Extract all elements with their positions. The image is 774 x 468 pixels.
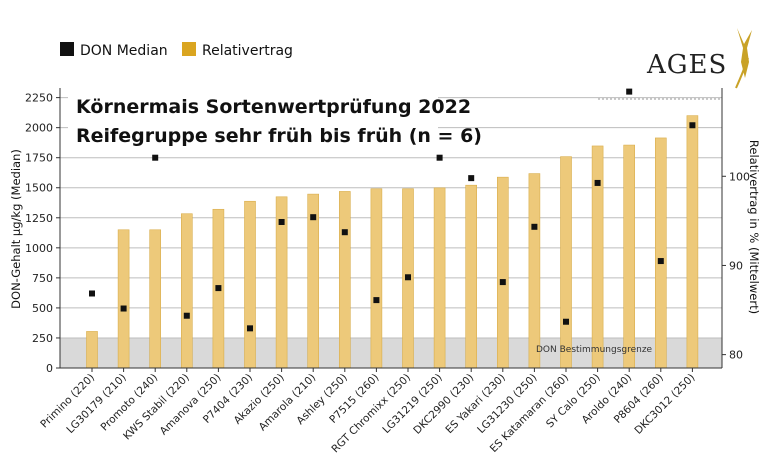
right-tick-label: 80 bbox=[729, 349, 743, 362]
median-marker bbox=[499, 279, 506, 286]
left-tick-label: 250 bbox=[32, 332, 53, 345]
yield-bar bbox=[686, 115, 699, 369]
yield-bar bbox=[528, 173, 541, 369]
left-tick-label: 500 bbox=[32, 302, 53, 315]
median-marker bbox=[341, 229, 348, 236]
category-label: Amarola (210) bbox=[257, 372, 319, 434]
threshold-band bbox=[60, 337, 722, 368]
left-tick-label: 2250 bbox=[25, 92, 53, 105]
yield-bar bbox=[307, 193, 320, 369]
yield-bar bbox=[149, 229, 161, 369]
yield-bar bbox=[623, 144, 636, 369]
median-markers bbox=[89, 88, 696, 332]
y2-axis-label: Relativertrag in % (Mittelwert) bbox=[747, 140, 761, 314]
legend-median-label: DON Median bbox=[80, 43, 168, 59]
median-marker bbox=[120, 305, 127, 312]
yield-bar bbox=[496, 176, 509, 369]
yield-bar bbox=[370, 188, 383, 369]
category-label: Promoto (240) bbox=[98, 372, 160, 434]
median-marker bbox=[278, 218, 285, 225]
yield-bar bbox=[654, 137, 667, 369]
legend-yield-label: Relativertrag bbox=[202, 43, 293, 59]
left-tick-label: 1750 bbox=[25, 152, 53, 165]
median-marker bbox=[373, 297, 380, 304]
median-marker bbox=[183, 312, 190, 319]
left-tick-label: 750 bbox=[32, 272, 53, 285]
legend-median-swatch bbox=[60, 42, 74, 56]
right-tick-label: 100 bbox=[729, 170, 750, 183]
left-tick-label: 0 bbox=[46, 362, 53, 375]
yield-bar bbox=[181, 213, 193, 369]
category-label: DKC3012 (250) bbox=[632, 372, 697, 437]
right-tick-labels: 80 90 100 bbox=[722, 170, 750, 362]
median-marker bbox=[152, 154, 159, 161]
median-marker bbox=[436, 154, 443, 161]
yield-bar bbox=[338, 191, 351, 369]
logo-text: AGES bbox=[646, 50, 727, 80]
left-tick-labels: 0 250 500 750 1000 1250 1500 1750 2000 2250 bbox=[25, 92, 60, 375]
left-tick-label: 1500 bbox=[25, 182, 53, 195]
threshold-label: DON Bestimmungsgrenze bbox=[536, 345, 653, 355]
title-backdrop bbox=[68, 89, 438, 151]
median-marker bbox=[563, 318, 569, 325]
ages-logo: AGES bbox=[646, 28, 752, 89]
yield-bar bbox=[117, 229, 130, 369]
yield-bar bbox=[560, 156, 572, 369]
yield-bar bbox=[591, 145, 604, 369]
yield-bar bbox=[433, 187, 446, 369]
median-marker bbox=[215, 285, 222, 292]
chart-subtitle: Reifegruppe sehr früh bis früh (n = 6) bbox=[76, 125, 482, 147]
median-marker bbox=[531, 223, 538, 230]
median-marker bbox=[310, 214, 317, 221]
left-tick-label: 1250 bbox=[25, 212, 53, 225]
yield-bar bbox=[465, 184, 478, 369]
logo-figure-icon bbox=[737, 28, 752, 78]
median-marker bbox=[89, 290, 95, 297]
chart-title: Körnermais Sortenwertprüfung 2022 bbox=[76, 96, 471, 118]
median-marker bbox=[468, 175, 475, 182]
yield-bar bbox=[244, 200, 256, 369]
median-marker bbox=[405, 274, 411, 281]
left-tick-label: 2000 bbox=[25, 122, 53, 135]
y-axis-label: DON-Gehalt µg/kg (Median) bbox=[9, 149, 23, 309]
category-label: Primino (220) bbox=[38, 372, 97, 431]
median-marker bbox=[594, 179, 601, 186]
median-marker bbox=[247, 325, 253, 332]
median-marker bbox=[657, 258, 664, 265]
category-labels: Primino (220)LG30179 (210)Promoto (240)K… bbox=[38, 368, 698, 455]
legend-yield-swatch bbox=[182, 42, 196, 56]
median-marker bbox=[626, 88, 633, 95]
right-tick-label: 90 bbox=[729, 259, 743, 272]
yield-bar bbox=[86, 331, 98, 369]
left-tick-label: 1000 bbox=[25, 242, 53, 255]
median-marker bbox=[689, 122, 696, 129]
bars bbox=[86, 115, 699, 369]
